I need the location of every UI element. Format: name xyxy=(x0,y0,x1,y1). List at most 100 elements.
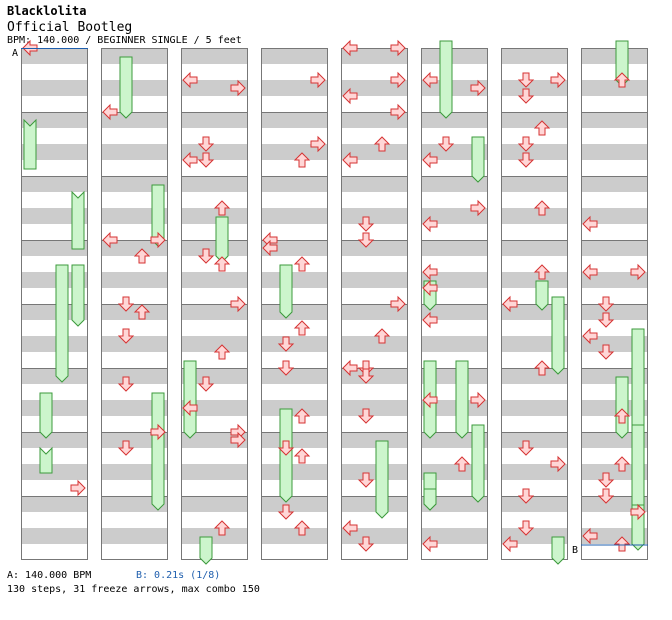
beat-stripe xyxy=(21,400,88,416)
tap-arrow xyxy=(597,296,615,312)
beat-stripe xyxy=(341,336,408,352)
freeze-arrow xyxy=(151,392,165,511)
tap-arrow xyxy=(213,256,231,272)
freeze-arrow xyxy=(615,376,629,439)
beat-stripe xyxy=(21,176,88,192)
beat-stripe xyxy=(101,144,168,160)
beat-stripe xyxy=(21,112,88,128)
tap-arrow xyxy=(117,328,135,344)
tap-arrow xyxy=(550,455,566,473)
beat-stripe xyxy=(181,208,248,224)
song-artist: Official Bootleg xyxy=(7,20,133,35)
beat-stripe xyxy=(261,208,328,224)
beat-stripe xyxy=(21,528,88,544)
tap-arrow xyxy=(533,264,551,280)
beat-stripe xyxy=(21,432,88,448)
beat-stripe xyxy=(501,368,568,384)
beat-stripe xyxy=(181,112,248,128)
tap-arrow xyxy=(342,39,358,57)
freeze-arrow xyxy=(71,190,85,250)
tap-arrow xyxy=(390,71,406,89)
beat-stripe xyxy=(581,144,648,160)
freeze-arrow xyxy=(39,446,53,474)
chart-column xyxy=(341,48,408,560)
tap-arrow xyxy=(150,423,166,441)
column-frame xyxy=(421,48,488,560)
beat-stripe xyxy=(581,464,648,480)
freeze-arrow xyxy=(471,424,485,503)
beat-stripe xyxy=(261,176,328,192)
beat-stripe xyxy=(581,496,648,512)
tap-arrow xyxy=(390,39,406,57)
tap-arrow xyxy=(277,504,295,520)
step-chart: AB xyxy=(12,39,648,565)
beat-stripe xyxy=(501,432,568,448)
beat-stripe xyxy=(581,400,648,416)
beat-stripe xyxy=(501,208,568,224)
tap-arrow xyxy=(390,295,406,313)
tap-arrow xyxy=(357,408,375,424)
column-frame xyxy=(261,48,328,560)
beat-stripe xyxy=(261,144,328,160)
beat-stripe xyxy=(181,528,248,544)
tap-arrow xyxy=(422,391,438,409)
beat-stripe xyxy=(181,272,248,288)
tap-arrow xyxy=(342,519,358,537)
tap-arrow xyxy=(133,248,151,264)
beat-stripe xyxy=(101,240,168,256)
beat-stripe xyxy=(261,48,328,64)
tap-arrow xyxy=(517,520,535,536)
tap-arrow xyxy=(213,344,231,360)
step-stats: 130 steps, 31 freeze arrows, max combo 1… xyxy=(7,584,260,595)
beat-stripe xyxy=(501,48,568,64)
tap-arrow xyxy=(117,296,135,312)
beat-stripe xyxy=(181,336,248,352)
beat-stripe xyxy=(101,400,168,416)
freeze-arrow xyxy=(55,264,69,383)
beat-stripe xyxy=(21,304,88,320)
beat-stripe xyxy=(181,240,248,256)
beat-stripe xyxy=(101,496,168,512)
chart-background xyxy=(21,48,648,560)
beat-stripe xyxy=(421,336,488,352)
tap-arrow xyxy=(597,472,615,488)
beat-stripe xyxy=(421,528,488,544)
beat-stripe xyxy=(421,496,488,512)
beat-stripe xyxy=(421,432,488,448)
chart-column xyxy=(581,48,648,560)
chart-column xyxy=(261,48,328,560)
tap-arrow xyxy=(277,360,295,376)
tap-arrow xyxy=(230,295,246,313)
beat-stripe xyxy=(421,176,488,192)
tap-arrow xyxy=(197,376,215,392)
tap-arrow xyxy=(437,136,455,152)
beat-stripe xyxy=(181,400,248,416)
beat-stripe xyxy=(181,464,248,480)
chart-column xyxy=(421,48,488,560)
tap-arrow xyxy=(310,71,326,89)
tap-arrow xyxy=(342,151,358,169)
beat-stripe xyxy=(261,304,328,320)
tap-arrow xyxy=(582,327,598,345)
beat-stripe xyxy=(181,368,248,384)
beat-stripe xyxy=(181,48,248,64)
tap-arrow xyxy=(502,535,518,553)
beat-stripe xyxy=(581,80,648,96)
chart-column xyxy=(181,48,248,560)
song-title: Blacklolita xyxy=(7,4,87,18)
freeze-arrow xyxy=(551,296,565,375)
freeze-arrow xyxy=(183,360,197,439)
beat-stripe xyxy=(421,112,488,128)
freeze-arrow xyxy=(279,264,293,319)
beat-stripe xyxy=(341,368,408,384)
beat-stripe xyxy=(421,304,488,320)
tap-arrow xyxy=(357,368,375,384)
beat-stripe xyxy=(501,80,568,96)
beat-stripe xyxy=(501,464,568,480)
tap-arrow xyxy=(197,152,215,168)
beat-stripe xyxy=(341,272,408,288)
beat-stripe xyxy=(501,400,568,416)
tap-arrow xyxy=(517,488,535,504)
tap-arrow xyxy=(342,359,358,377)
tap-arrow xyxy=(102,103,118,121)
